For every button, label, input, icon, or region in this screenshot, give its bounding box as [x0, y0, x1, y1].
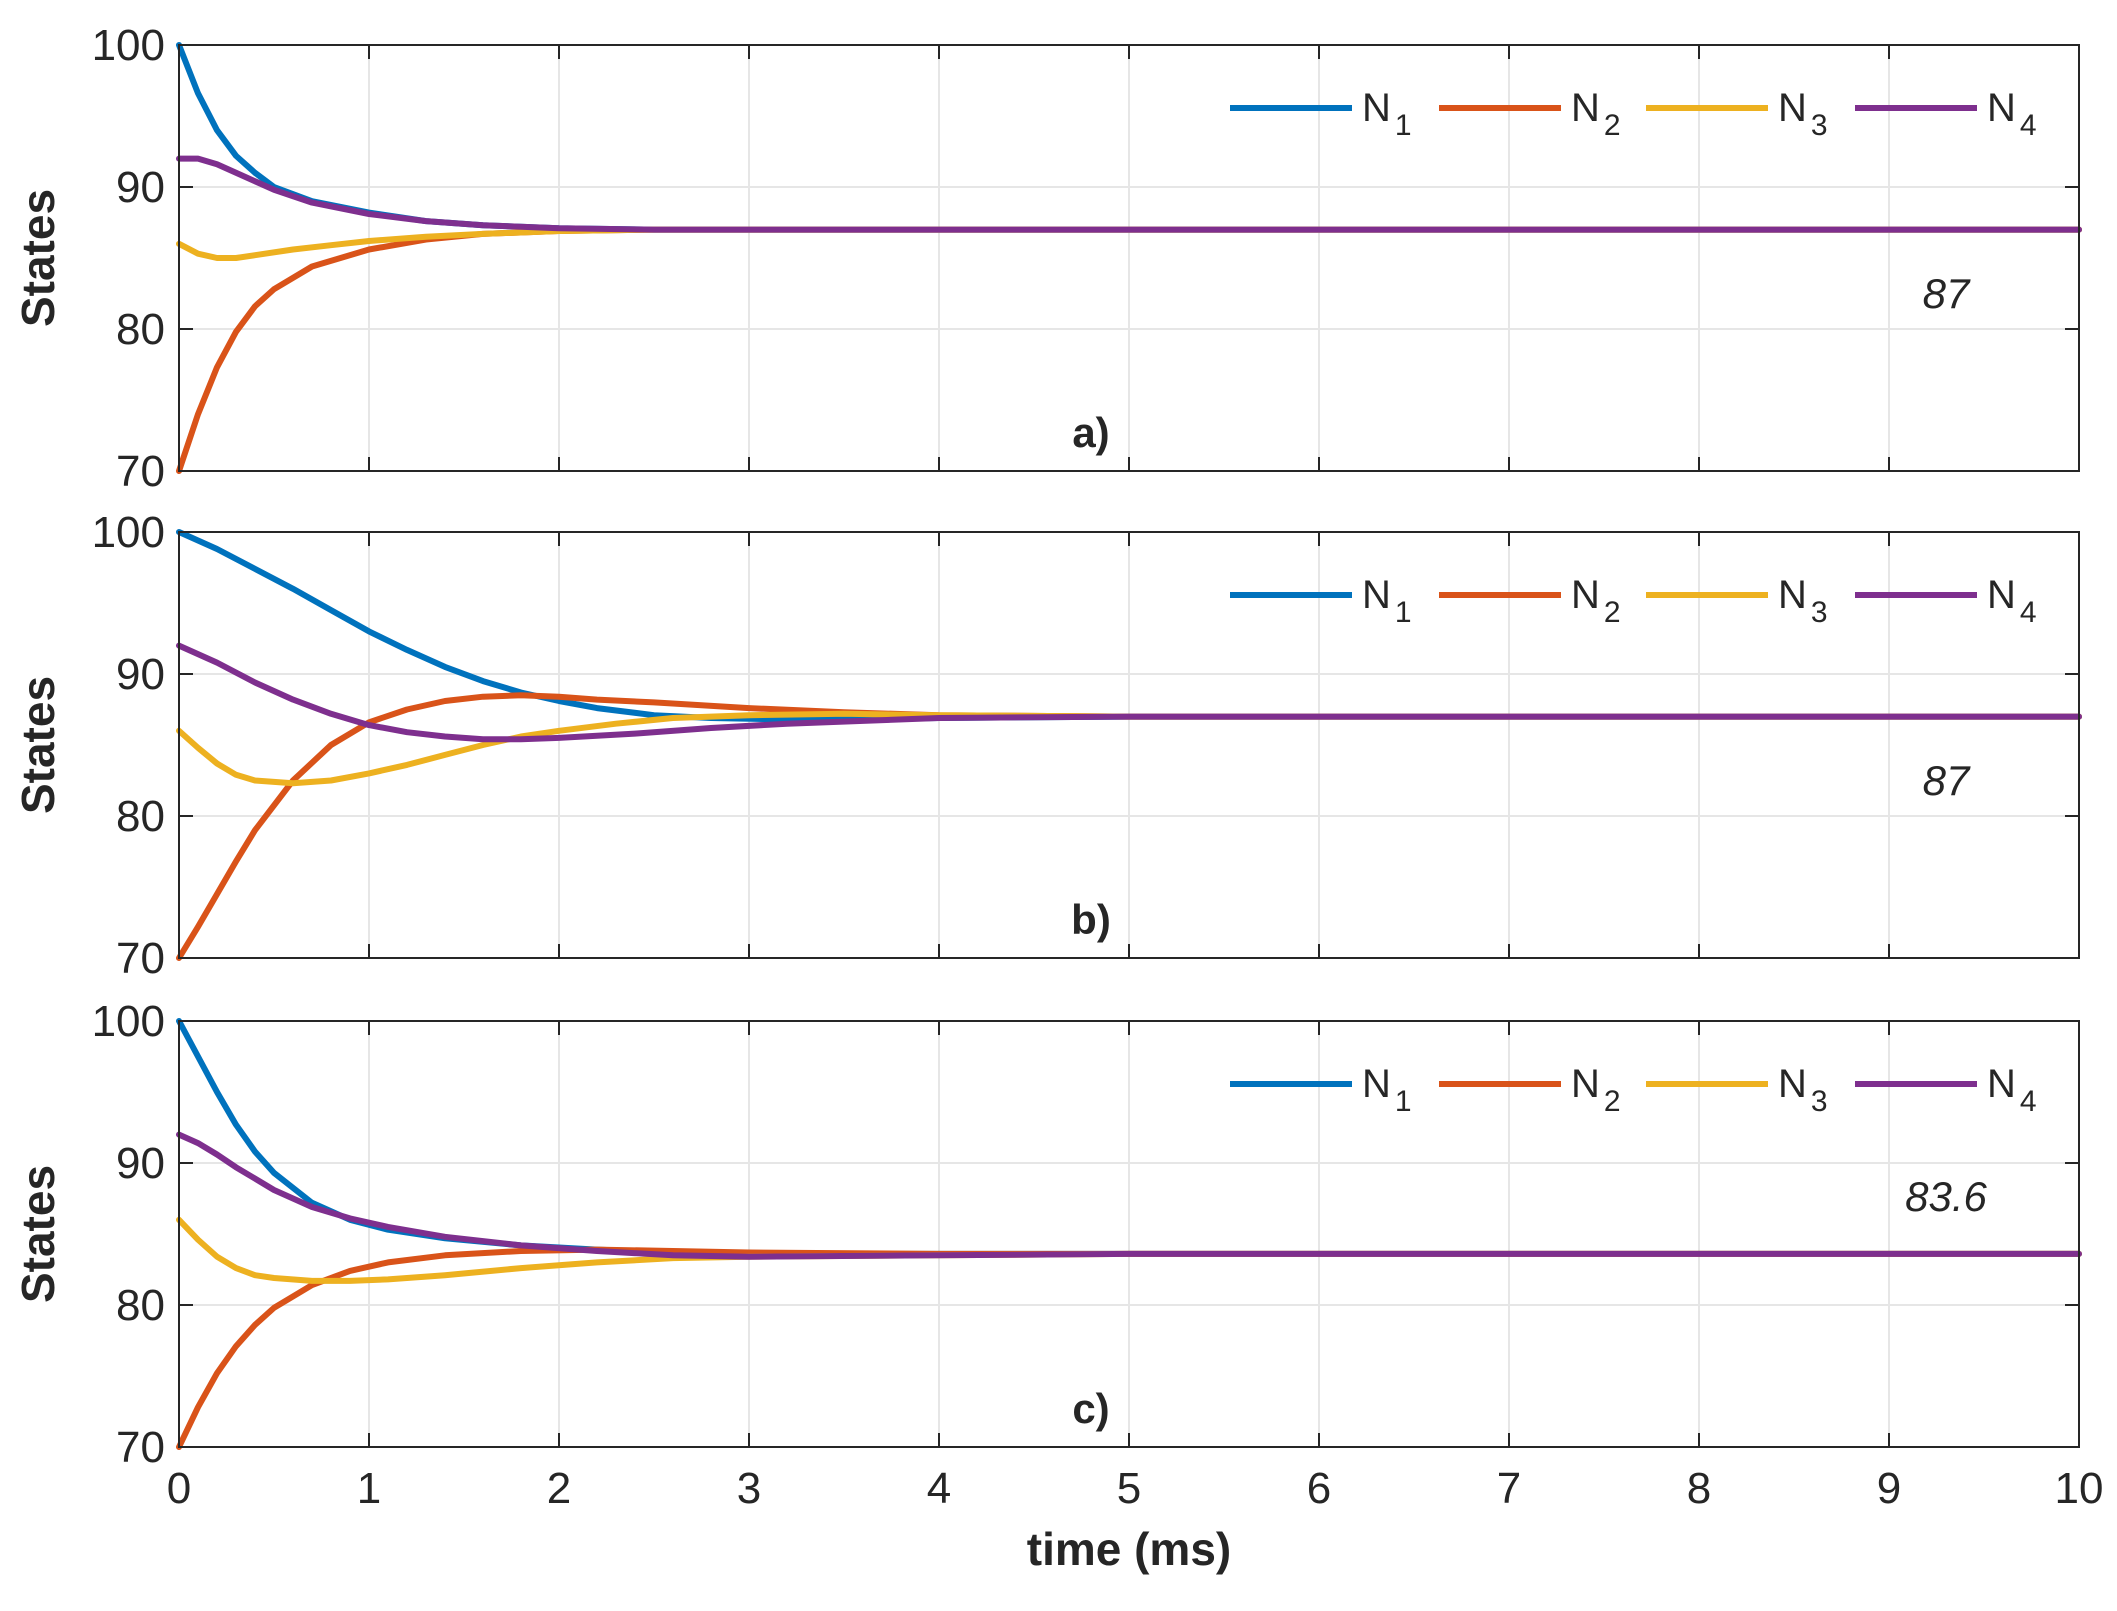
y-tick-label: 80	[116, 1281, 165, 1330]
x-tick-label: 10	[2055, 1464, 2104, 1513]
y-axis-label: States	[12, 1165, 64, 1303]
y-tick-label: 100	[92, 508, 165, 557]
y-tick-label: 100	[92, 21, 165, 70]
y-tick-label: 90	[116, 163, 165, 212]
y-tick-label: 70	[116, 934, 165, 983]
series-line-n2	[176, 1246, 2082, 1450]
consensus-value-annotation: 83.6	[1905, 1173, 1987, 1220]
series-line-n4	[176, 1131, 2082, 1260]
consensus-value-annotation: 87	[1923, 757, 1971, 804]
x-tick-label: 5	[1117, 1464, 1141, 1513]
series-line-n4	[176, 155, 2082, 233]
panel-1: 70 80 90 100 States N 1 N 2 N 3 N 4 87 a)	[12, 21, 2082, 496]
x-tick-label: 3	[737, 1464, 761, 1513]
panel-3: 70 80 90 100 States N 1 N 2 N 3 N 4 83.6 c) 0 1 2 3 4 5 6 7 8 9 1…	[12, 997, 2103, 1575]
y-tick-label: 70	[116, 1423, 165, 1472]
y-tick-label: 80	[116, 305, 165, 354]
x-tick-label: 6	[1307, 1464, 1331, 1513]
x-tick-label: 9	[1877, 1464, 1901, 1513]
y-axis-label: States	[12, 189, 64, 327]
x-tick-label: 4	[927, 1464, 951, 1513]
y-tick-label: 90	[116, 1139, 165, 1188]
x-tick-label: 0	[167, 1464, 191, 1513]
y-tick-label: 100	[92, 997, 165, 1046]
panel-label: a)	[1072, 409, 1109, 456]
series-line-n3	[176, 710, 2082, 787]
x-tick-label: 2	[547, 1464, 571, 1513]
x-tick-label: 7	[1497, 1464, 1521, 1513]
series-line-n4	[176, 642, 2082, 743]
x-tick-label: 8	[1687, 1464, 1711, 1513]
x-axis-label: time (ms)	[1027, 1523, 1231, 1575]
y-tick-label: 70	[116, 447, 165, 496]
consensus-value-annotation: 87	[1923, 270, 1971, 317]
panel-label: c)	[1072, 1385, 1109, 1432]
x-tick-label: 1	[357, 1464, 381, 1513]
panel-label: b)	[1071, 896, 1111, 943]
panel-2: 70 80 90 100 States N 1 N 2 N 3 N 4 87 b)	[12, 508, 2082, 983]
y-axis-label: States	[12, 676, 64, 814]
y-tick-label: 80	[116, 792, 165, 841]
y-tick-label: 90	[116, 650, 165, 699]
